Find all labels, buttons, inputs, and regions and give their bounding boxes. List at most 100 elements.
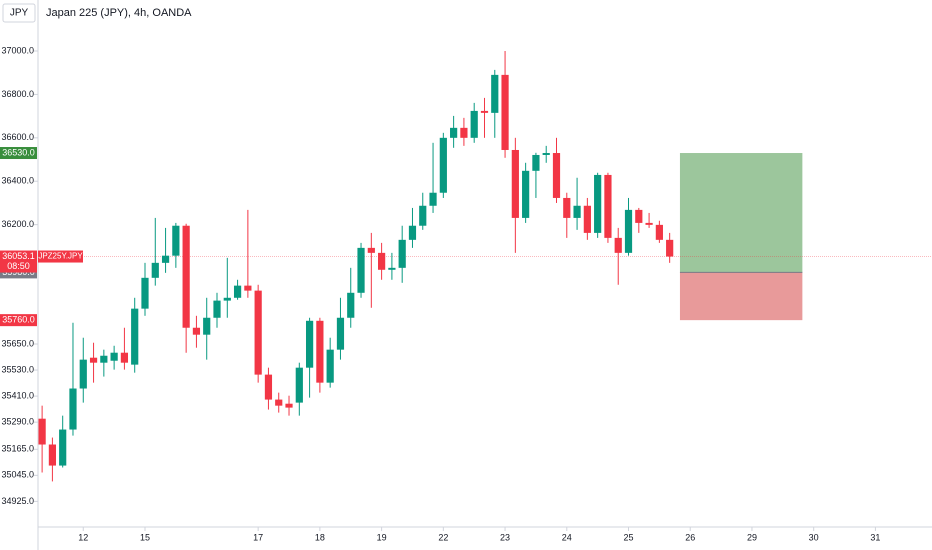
candle-body [398, 239, 406, 268]
candle-body [305, 320, 314, 368]
loss-zone [679, 272, 803, 321]
candle-body [408, 225, 417, 240]
candle-body [59, 429, 67, 466]
profit-zone [679, 153, 803, 273]
candle-body [645, 222, 653, 225]
candle-body [470, 110, 478, 138]
symbol-box[interactable] [2, 3, 36, 23]
candle-body [192, 327, 201, 335]
x-tick-label: 23 [500, 532, 510, 542]
current-price-box [0, 250, 37, 273]
y-tick-label: 36400.0 [1, 176, 34, 186]
candle-body [511, 149, 519, 218]
chart-title: Japan 225 (JPY), 4h, OANDA [46, 7, 192, 19]
candle-body [182, 225, 190, 328]
candle-body [48, 444, 57, 466]
candle-body [336, 317, 345, 350]
candle-body [151, 262, 159, 278]
candle-body [594, 174, 602, 233]
candle-body [429, 192, 437, 206]
candle-body [604, 174, 612, 238]
y-tick-label: 35650.0 [1, 338, 34, 348]
symbol-box-text: JPY [10, 8, 29, 19]
candle-body [326, 349, 334, 383]
candle-body [120, 352, 129, 363]
candle-body [89, 357, 98, 363]
x-tick-label: 25 [624, 532, 634, 542]
y-tick-label: 35410.0 [1, 390, 34, 400]
candle-body [161, 255, 170, 263]
y-tick-label: 35290.0 [1, 417, 34, 427]
candle-body [285, 403, 293, 408]
x-tick-label: 19 [377, 532, 387, 542]
candle-body [388, 267, 396, 270]
candle-body [264, 374, 273, 400]
candle-body [295, 367, 303, 403]
candle-body [522, 170, 530, 218]
candle-body [583, 205, 591, 233]
x-tick-label: 29 [747, 532, 757, 542]
price-label: 36530.0 [2, 147, 35, 157]
y-tick-label: 35165.0 [1, 444, 34, 454]
x-tick-label: 15 [140, 532, 150, 542]
y-tick-label: 37000.0 [1, 45, 34, 55]
candle-body [624, 209, 633, 253]
candle-body [131, 308, 139, 365]
candle-body [367, 247, 375, 253]
candle-body [141, 277, 149, 309]
candle-body [563, 197, 571, 218]
candle-body [450, 127, 458, 138]
candle-body [347, 292, 355, 318]
candle-body [655, 224, 663, 240]
candle-body [244, 285, 252, 291]
candle-body [491, 74, 499, 113]
price-label: 35760.0 [2, 315, 35, 325]
candle-body [357, 247, 365, 293]
x-tick-label: 12 [78, 532, 88, 542]
candle-body [254, 290, 262, 375]
x-tick-label: 17 [253, 532, 263, 542]
y-tick-label: 35045.0 [1, 470, 34, 480]
candle-body [573, 205, 581, 218]
candle-body [532, 154, 540, 171]
candle-body [666, 239, 674, 257]
x-tick-label: 18 [315, 532, 325, 542]
countdown-label: 08:50 [7, 261, 30, 271]
x-tick-label: 24 [562, 532, 572, 542]
candle-body [614, 237, 622, 253]
candle-body [542, 153, 550, 155]
candle-body [501, 74, 509, 150]
candle-body [223, 297, 231, 301]
candle-body [316, 320, 324, 383]
candle-body [419, 205, 427, 226]
y-tick-label: 36600.0 [1, 132, 34, 142]
candle-body [378, 252, 386, 270]
candle-body [100, 355, 108, 363]
candle-body [172, 225, 180, 256]
x-tick-label: 30 [809, 532, 819, 542]
price-label-box [0, 314, 37, 327]
y-tick-label: 36200.0 [1, 219, 34, 229]
y-tick-label: 36800.0 [1, 89, 34, 99]
symbol-tag: JPZ25Y.JPY [38, 252, 83, 261]
candle-body [275, 399, 283, 406]
candle-body [110, 352, 118, 361]
y-tick-label: 35530.0 [1, 364, 34, 374]
x-tick-label: 31 [870, 532, 880, 542]
candle-body [79, 359, 87, 389]
candle-body [38, 418, 46, 445]
x-tick-label: 26 [685, 532, 695, 542]
candle-body [635, 209, 643, 223]
candle-body [233, 285, 242, 298]
candle-body [69, 388, 77, 430]
y-tick-label: 34925.0 [1, 496, 34, 506]
price-label-box [0, 147, 37, 160]
candle-body [480, 110, 489, 113]
candle-body [439, 137, 447, 193]
candle-body [552, 153, 561, 198]
symbol-tag-box [38, 250, 83, 263]
candle-body [460, 127, 468, 138]
current-price-label: 36053.1 [2, 251, 35, 261]
candle-body [213, 300, 221, 318]
